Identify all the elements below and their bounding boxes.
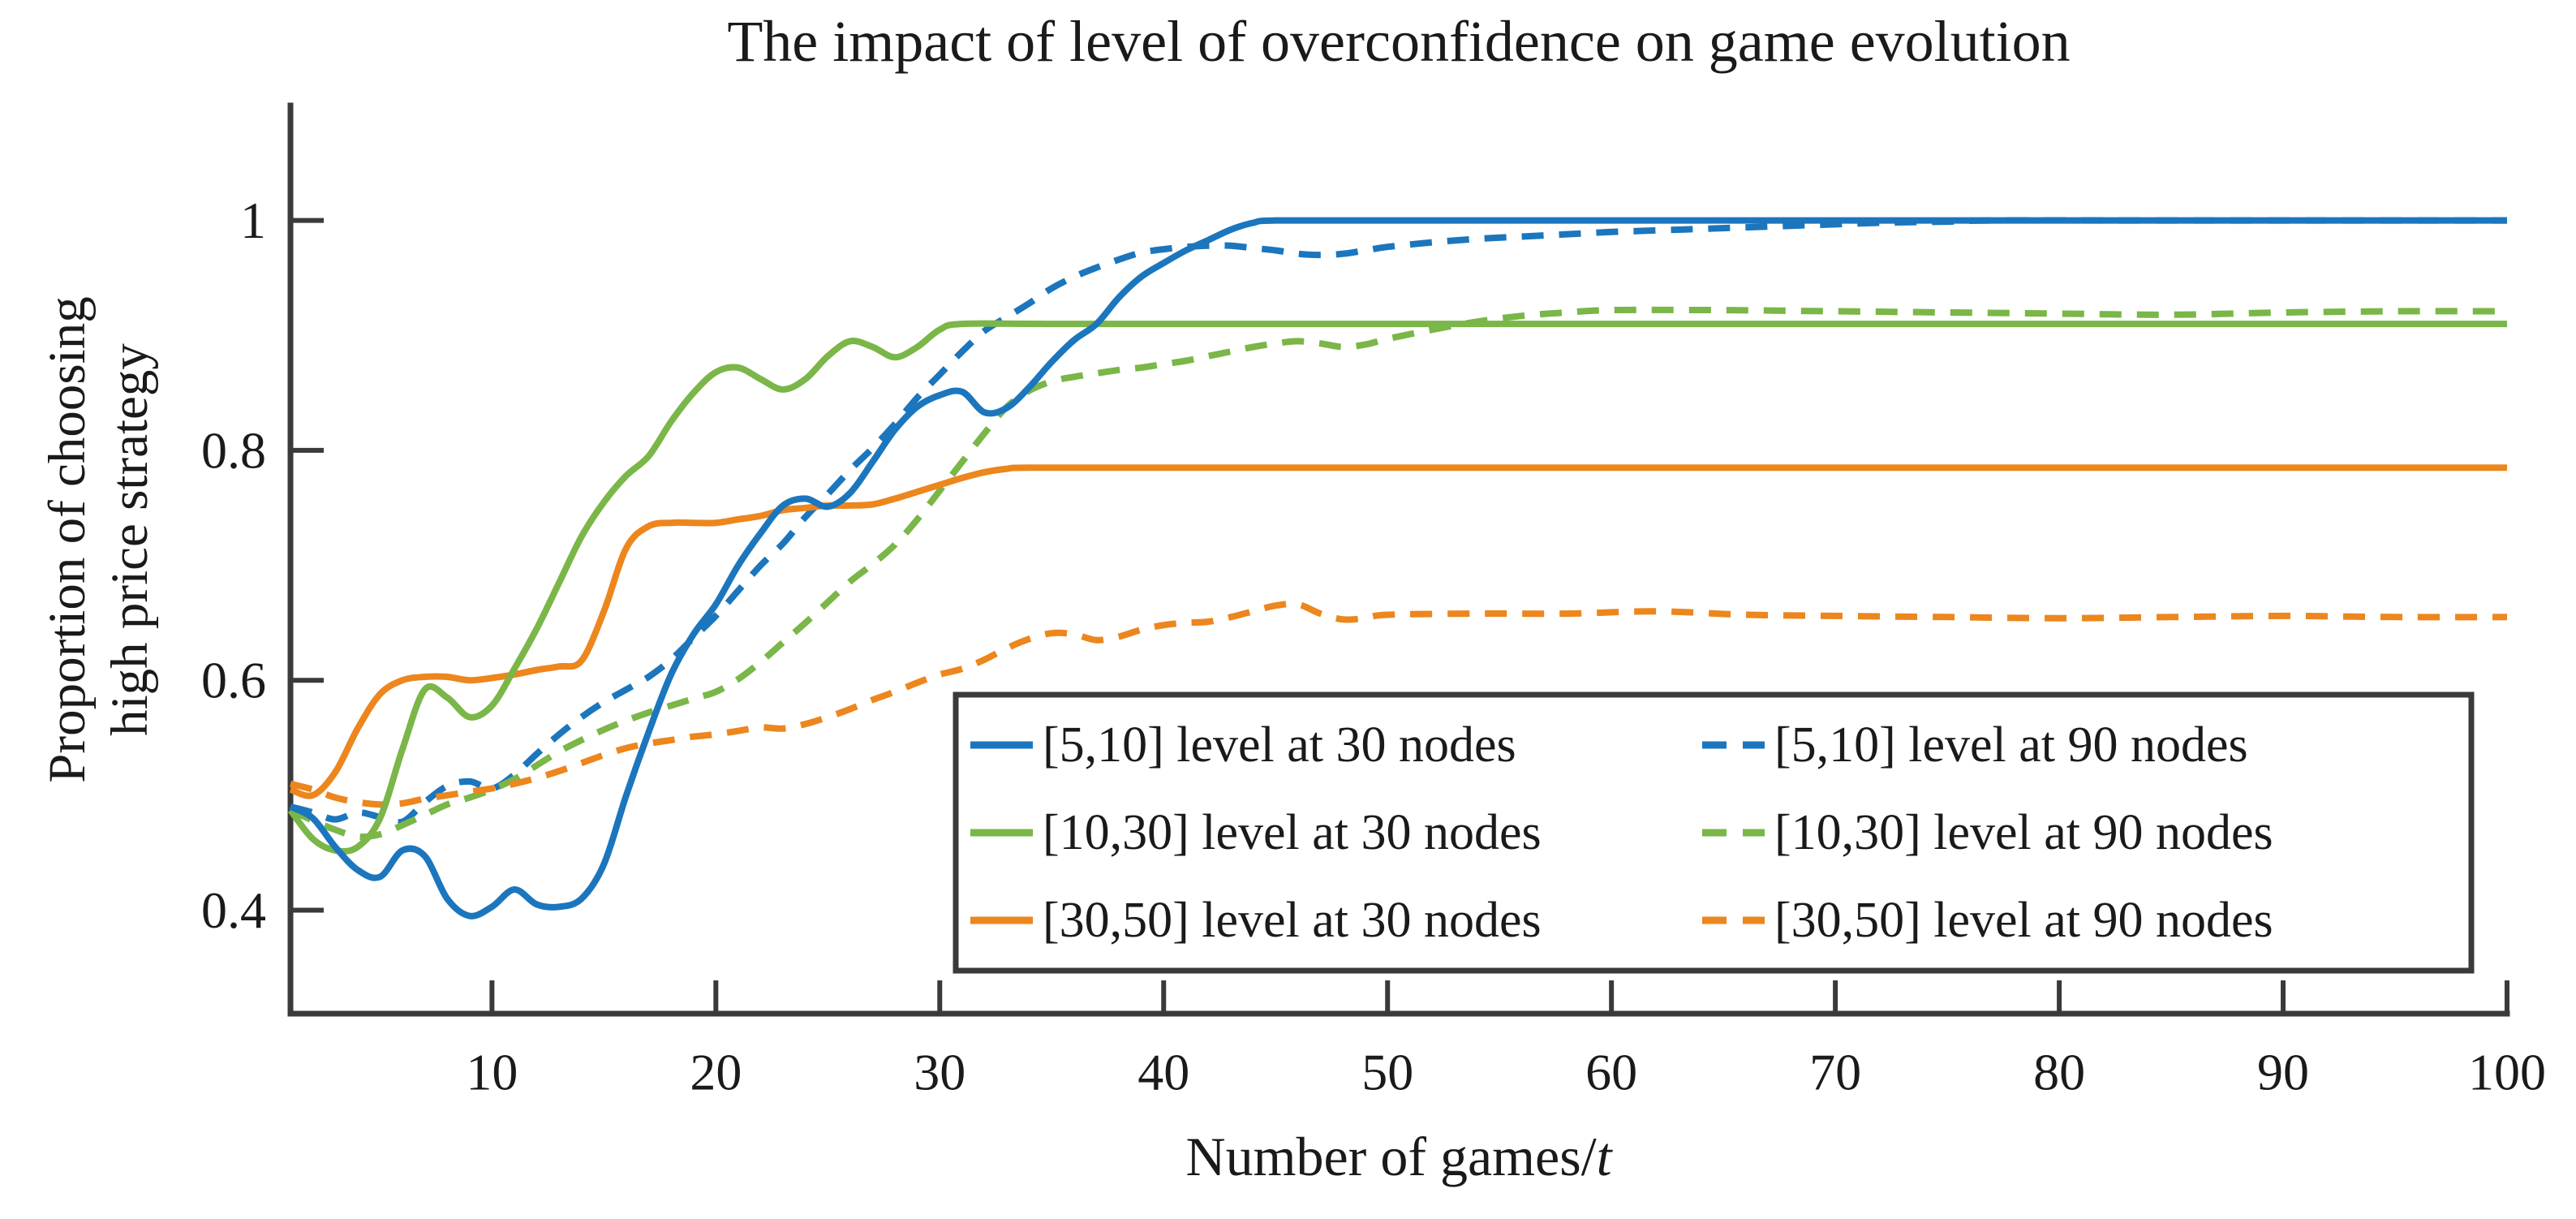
series-line-0 [289,217,2507,920]
y-tick-label: 0.4 [201,881,266,939]
series-line-1 [289,217,2507,826]
y-tick-label: 1 [240,192,266,249]
legend-label: [5,10] level at 30 nodes [1043,717,1516,773]
legend-label: [30,50] level at 90 nodes [1774,893,2273,948]
x-axis-label-text: Number of games/ [1185,1126,1597,1187]
legend-label: [30,50] level at 30 nodes [1043,893,1542,948]
x-tick-label: 80 [2033,1044,2085,1101]
x-tick-label: 90 [2257,1044,2309,1101]
y-tick-label: 0.8 [201,421,266,479]
series-line-3 [289,306,2508,841]
x-tick-label: 10 [466,1044,518,1101]
x-tick-label: 30 [914,1044,965,1101]
legend-label: [5,10] level at 90 nodes [1774,717,2248,773]
x-tick-label: 40 [1137,1044,1189,1101]
legend-label: [10,30] level at 30 nodes [1043,805,1542,860]
x-tick-label: 100 [2468,1044,2546,1101]
chart-title: The impact of level of overconfidence on… [727,9,2071,74]
legend-label: [10,30] level at 90 nodes [1774,805,2273,860]
y-tick-label: 0.6 [201,652,266,709]
axes-lines [287,102,2510,1017]
series-line-2 [287,320,2507,855]
x-tick-label: 60 [1585,1044,1637,1101]
x-axis-label: Number of games/t [290,1125,2507,1189]
series-line-4 [289,464,2507,799]
x-tick-label: 70 [1809,1044,1861,1101]
x-axis-label-italic: t [1596,1126,1612,1187]
x-tick-label: 50 [1361,1044,1413,1101]
x-tick-label: 20 [690,1044,742,1101]
series-line-5 [289,601,2508,808]
